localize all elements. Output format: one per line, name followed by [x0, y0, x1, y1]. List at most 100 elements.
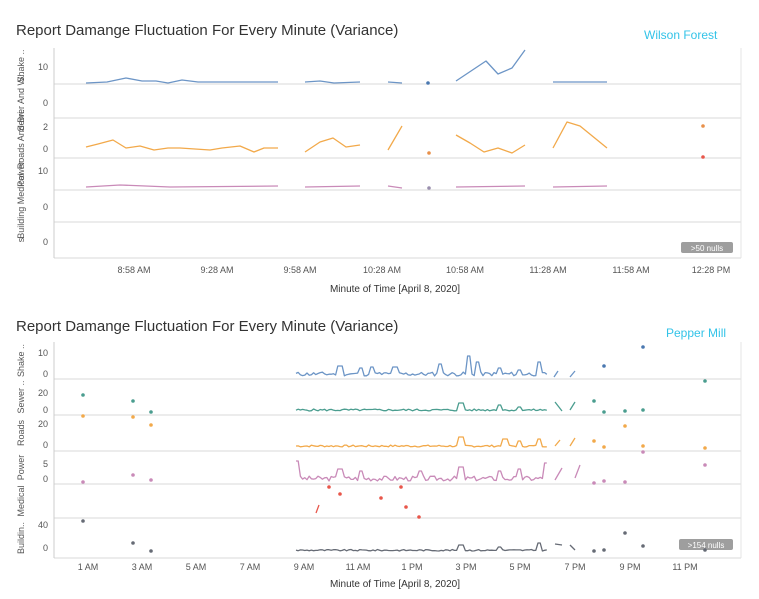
- chart1-power-line: [387, 185, 403, 189]
- chart2-roads-point: [149, 423, 153, 427]
- chart2-roads-line: [295, 436, 547, 448]
- chart2-xtick: 1 AM: [78, 562, 99, 572]
- chart2-roads-point: [641, 444, 645, 448]
- chart2-sewer-line: [295, 402, 547, 412]
- chart2-building-line: [554, 543, 563, 546]
- chart2-sewer-line: [569, 401, 576, 411]
- chart1-xtick: 10:28 AM: [363, 265, 401, 275]
- chart2-power-line: [574, 464, 581, 479]
- chart2-building-point: [623, 531, 627, 535]
- chart1-title: Report Damange Fluctuation For Every Min…: [16, 22, 399, 39]
- chart2-panel-label-4: Medical: [16, 485, 26, 516]
- chart2-ytick: 0: [43, 543, 48, 553]
- chart2-power-line: [296, 460, 547, 482]
- chart2-medical-point: [338, 492, 342, 496]
- chart2-shake-line: [553, 370, 559, 378]
- chart1-ytick: 0: [43, 237, 48, 247]
- chart1-xtick: 10:58 AM: [446, 265, 484, 275]
- chart2-xtick: 3 AM: [132, 562, 153, 572]
- chart2-ytick: 0: [43, 440, 48, 450]
- chart1-ytick: 2: [43, 122, 48, 132]
- chart2-xtick: 11 AM: [346, 562, 371, 572]
- chart1-roads-line: [387, 125, 403, 151]
- chart1-roads-line: [552, 121, 608, 149]
- chart1-panel-label-2: Roads And Bri..: [16, 107, 26, 170]
- chart2-power-point: [81, 480, 85, 484]
- chart2-ytick: 20: [38, 388, 48, 398]
- chart2-power-point: [592, 481, 596, 485]
- chart2-location: Pepper Mill: [666, 326, 727, 340]
- chart2-shake-line: [569, 370, 576, 378]
- chart1-xtick: 11:28 AM: [529, 265, 566, 275]
- chart1-xtick: 8:58 AM: [117, 265, 150, 275]
- chart2-sewer-point: [81, 393, 85, 397]
- chart2-medical-point: [417, 515, 421, 519]
- chart2-power-line: [554, 467, 563, 481]
- chart2-medical-point: [404, 505, 408, 509]
- chart1-ytick: 10: [38, 62, 48, 72]
- chart2-roads-point: [703, 446, 707, 450]
- chart2-shake-line: [295, 355, 548, 377]
- chart2-sewer-point: [623, 409, 627, 413]
- chart2-power-point: [641, 450, 645, 454]
- chart2-xtick: 9 PM: [619, 562, 640, 572]
- chart2-medical-point: [379, 496, 383, 500]
- chart2-xtick: 9 AM: [294, 562, 315, 572]
- chart2-building-line: [569, 544, 576, 551]
- chart1-panel-label-3: Power: [16, 161, 26, 187]
- chart2-sewer-point: [641, 408, 645, 412]
- chart2-sewer-point: [131, 399, 135, 403]
- chart1-ytick: 0: [43, 98, 48, 108]
- chart1-xtick: 11:58 AM: [612, 265, 649, 275]
- chart2-roads-point: [131, 415, 135, 419]
- chart1-roads-point: [701, 124, 705, 128]
- chart1-panel-label-1: Sewer And W..: [16, 72, 26, 131]
- chart2-sewer-point: [602, 410, 606, 414]
- chart2-sewer-point: [149, 410, 153, 414]
- chart1-shake-line: [304, 80, 361, 84]
- chart2-null-badge: [679, 539, 733, 550]
- chart1-roads-line: [455, 134, 526, 154]
- chart1-roads-point: [701, 155, 705, 159]
- chart1-ytick: 10: [38, 166, 48, 176]
- chart2-shake-point: [641, 345, 645, 349]
- chart2-medical-point: [327, 485, 331, 489]
- chart2-title: Report Damange Fluctuation For Every Min…: [16, 318, 399, 335]
- chart1-xtick: 9:28 AM: [200, 265, 233, 275]
- chart2-medical-line: [315, 504, 320, 514]
- chart2-null-badge-text: >154 nulls: [688, 541, 725, 550]
- chart1-shake-line: [85, 77, 278, 84]
- chart2-roads-point: [81, 414, 85, 418]
- chart1-power-line: [304, 185, 361, 188]
- chart2-roads-point: [623, 424, 627, 428]
- chart2-ytick: 10: [38, 348, 48, 358]
- chart2-roads-point: [592, 439, 596, 443]
- chart2-panel-label-5: Buildin..: [16, 522, 26, 554]
- chart2-sewer-point: [592, 399, 596, 403]
- chart1-null-badge: [681, 242, 733, 253]
- chart2-power-point: [703, 463, 707, 467]
- chart2-shake-point: [602, 364, 606, 368]
- chart1-panel-label-5: s: [16, 237, 26, 242]
- chart2-building-point: [641, 544, 645, 548]
- chart2-panel-label-2: Roads: [16, 419, 26, 446]
- chart1-power-point: [427, 186, 431, 190]
- chart1-null-badge-text: >50 nulls: [691, 244, 723, 253]
- chart2-building-point: [703, 548, 707, 552]
- chart2-xtick: 3 PM: [455, 562, 476, 572]
- chart2-sewer-line: [554, 401, 563, 412]
- chart2-panel-label-0: Shake ..: [16, 344, 26, 377]
- chart1-ytick: 0: [43, 202, 48, 212]
- chart2-ytick: 5: [43, 459, 48, 469]
- chart2-panel-label-3: Power: [16, 455, 26, 481]
- chart1-panel-label-4: Building Medical: [16, 173, 26, 239]
- chart2-ytick: 0: [43, 474, 48, 484]
- chart2-building-point: [149, 549, 153, 553]
- chart2-medical-point: [399, 485, 403, 489]
- chart2-power-point: [602, 479, 606, 483]
- chart2-building-point: [592, 549, 596, 553]
- chart1-shake-point: [426, 81, 430, 85]
- chart2-roads-line: [569, 437, 576, 447]
- chart1-xlabel: Minute of Time [April 8, 2020]: [330, 284, 460, 295]
